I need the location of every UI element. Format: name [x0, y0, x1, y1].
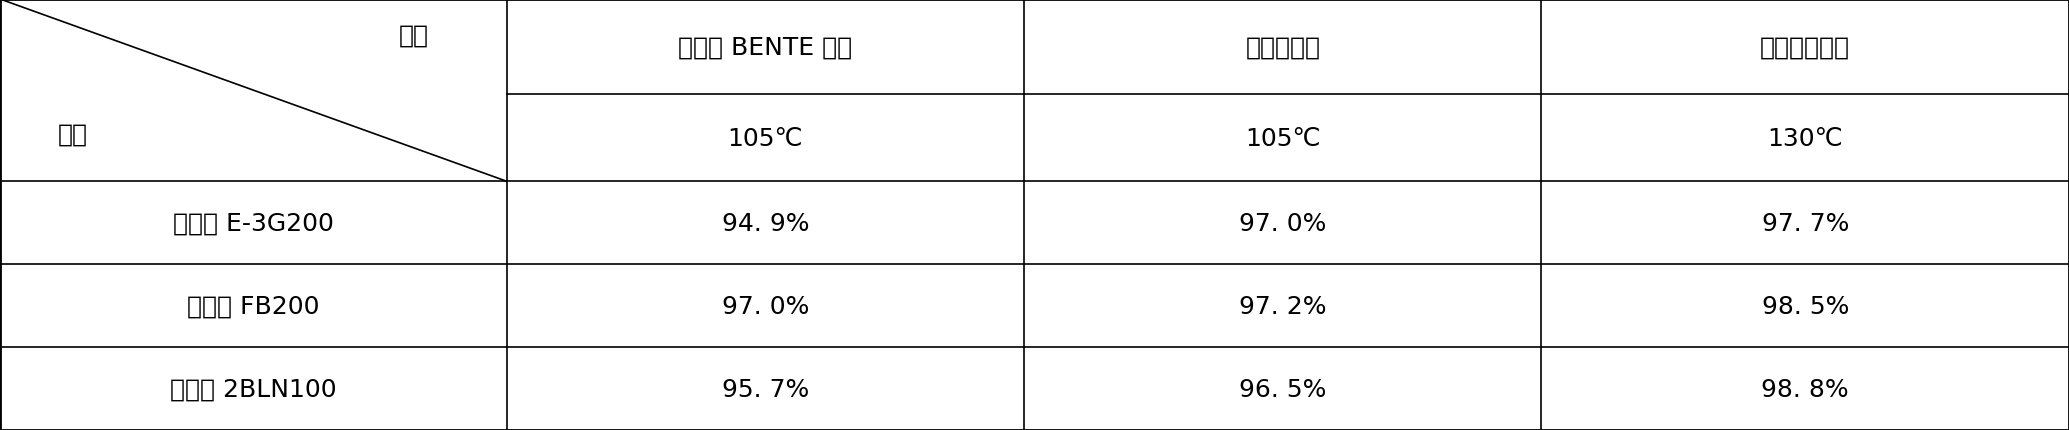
Text: 98. 5%: 98. 5% [1761, 294, 1850, 318]
Text: 分散红 FB200: 分散红 FB200 [186, 294, 321, 318]
Text: 97. 7%: 97. 7% [1761, 211, 1850, 235]
Text: 96. 5%: 96. 5% [1239, 377, 1326, 401]
Text: 促进剂 BENTE 染色: 促进剂 BENTE 染色 [679, 35, 852, 59]
Text: 染料: 染料 [58, 122, 87, 146]
Text: 98. 8%: 98. 8% [1761, 377, 1850, 401]
Text: 高温高压染色: 高温高压染色 [1761, 35, 1850, 59]
Text: 分散黄 E-3G200: 分散黄 E-3G200 [174, 211, 333, 235]
Text: 温度: 温度 [399, 24, 428, 48]
Text: 94. 9%: 94. 9% [722, 211, 809, 235]
Text: 冬青油染色: 冬青油染色 [1246, 35, 1320, 59]
Text: 95. 7%: 95. 7% [722, 377, 809, 401]
Text: 105℃: 105℃ [1246, 126, 1320, 150]
Text: 97. 0%: 97. 0% [1239, 211, 1326, 235]
Text: 97. 0%: 97. 0% [722, 294, 809, 318]
Text: 97. 2%: 97. 2% [1239, 294, 1326, 318]
Text: 130℃: 130℃ [1767, 126, 1843, 150]
Text: 105℃: 105℃ [728, 126, 803, 150]
Text: 分散蓝 2BLN100: 分散蓝 2BLN100 [170, 377, 337, 401]
